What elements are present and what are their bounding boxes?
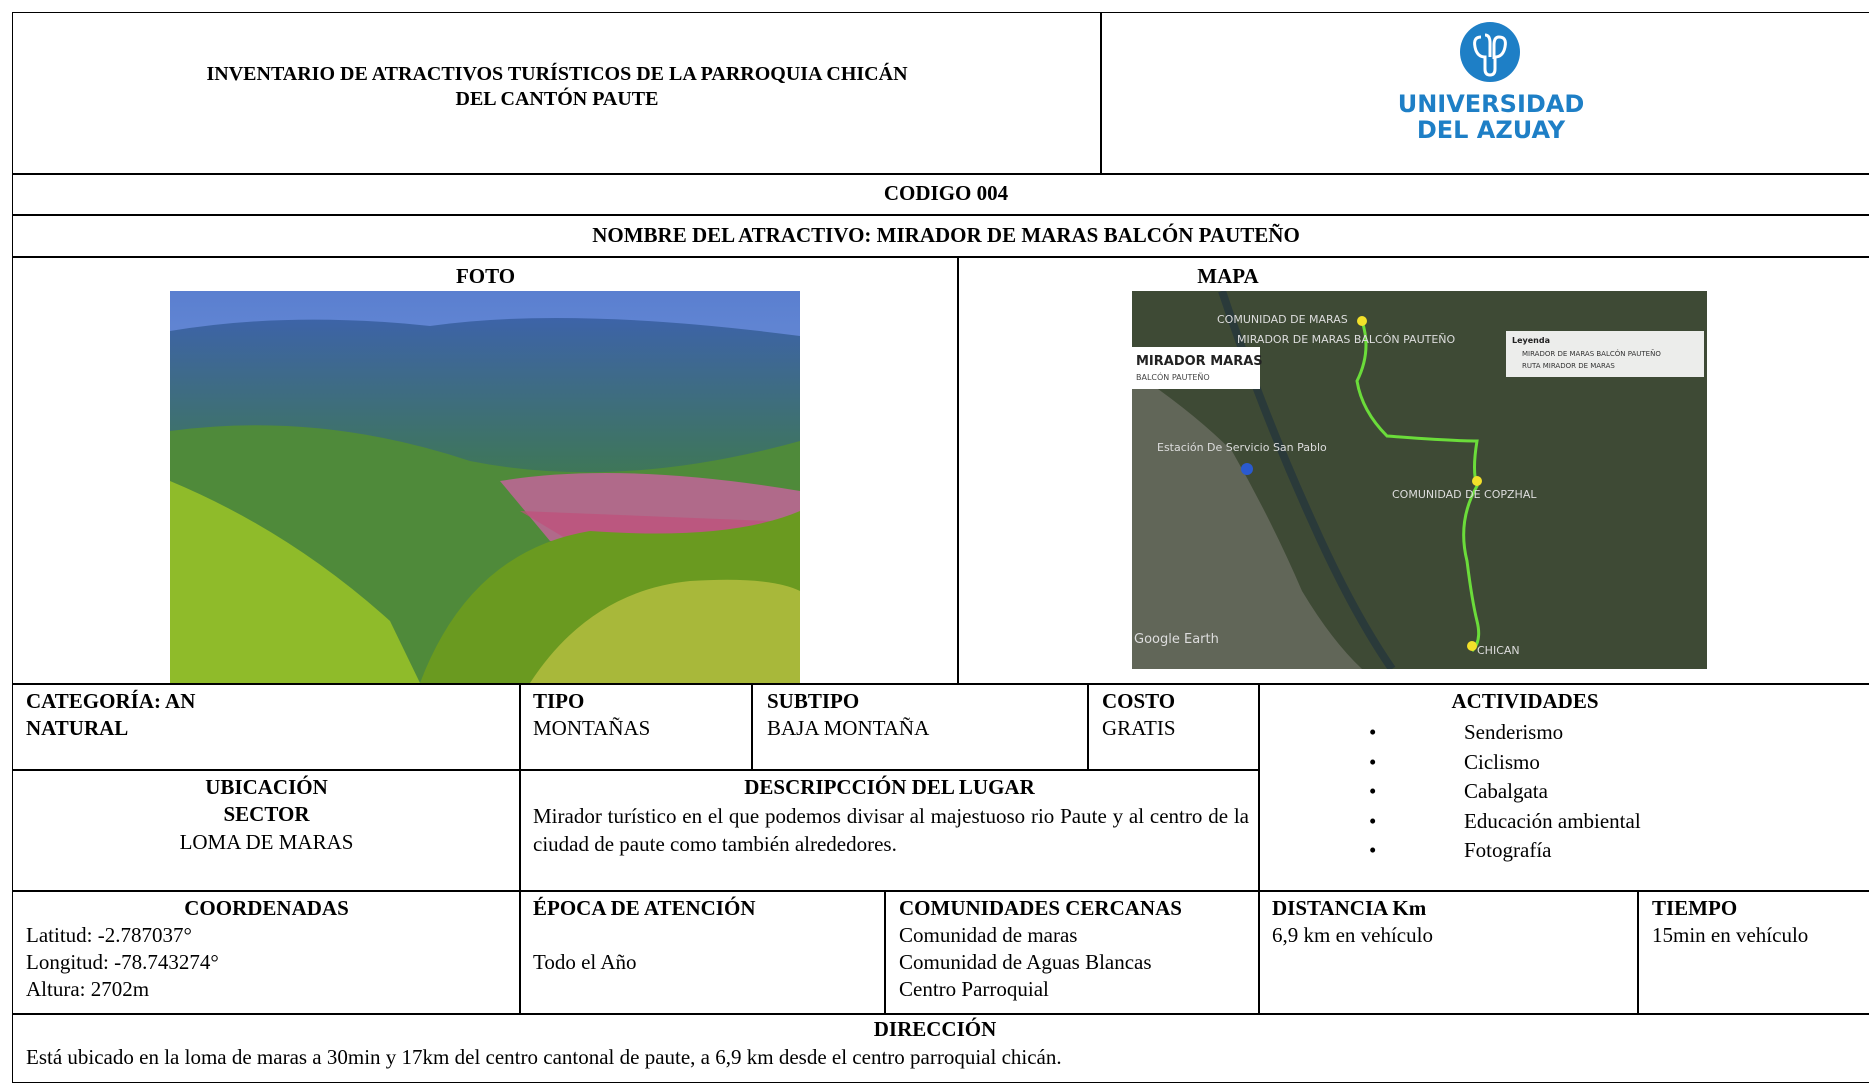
map-label: Google Earth — [1134, 632, 1219, 647]
bullet: • — [1369, 779, 1377, 803]
label: UBICACIÓN — [205, 775, 328, 799]
label: COSTO — [1102, 689, 1176, 713]
logo-cell: UNIVERSIDAD DEL AZUAY — [1100, 12, 1869, 175]
mapa-heading: MAPA — [1197, 264, 1259, 288]
map-box-title: MIRADOR MARAS — [1136, 354, 1263, 369]
map-label: Estación De Servicio San Pablo — [1157, 441, 1327, 454]
actividades-cell: ACTIVIDADES • Senderismo • Ciclismo • Cabalga… — [1258, 683, 1869, 892]
label: TIPO — [533, 689, 585, 713]
legend-title: Leyenda — [1512, 336, 1550, 345]
label: CATEGORÍA: AN — [26, 689, 196, 713]
label: DISTANCIA Km — [1272, 896, 1427, 920]
ubicacion-cell: UBICACIÓN SECTOR LOMA DE MARAS — [12, 769, 521, 892]
descripcion-cell: DESCRIPCCIÓN DEL LUGAR Mirador turístico… — [519, 769, 1260, 892]
direccion-cell: DIRECCIÓN Está ubicado en la loma de mar… — [12, 1013, 1869, 1083]
activity: Cabalgata — [1464, 779, 1548, 803]
bullet: • — [1369, 808, 1377, 833]
photo — [170, 291, 800, 683]
tipo-cell: TIPO MONTAÑAS — [519, 683, 753, 771]
description: Mirador turístico en el que podemos divi… — [533, 804, 1249, 856]
coordenadas-cell: COORDENADAS Latitud: -2.787037° Longitud… — [12, 890, 521, 1015]
costo-cell: COSTO GRATIS — [1087, 683, 1260, 771]
coordinate: Latitud: -2.787037° — [26, 923, 192, 947]
activity: Educación ambiental — [1464, 808, 1641, 833]
codigo: CODIGO 004 — [883, 181, 1009, 205]
legend-item: MIRADOR DE MARAS BALCÓN PAUTEÑO — [1522, 349, 1661, 358]
value: 6,9 km en vehículo — [1272, 923, 1433, 947]
bullet: • — [1369, 838, 1377, 862]
tiempo-cell: TIEMPO 15min en vehículo — [1637, 890, 1869, 1015]
logo-text: UNIVERSIDAD DEL AZUAY — [1331, 91, 1651, 144]
label: SECTOR — [223, 802, 310, 826]
label: DIRECCIÓN — [873, 1017, 997, 1041]
nombre-row: NOMBRE DEL ATRACTIVO: MIRADOR DE MARAS B… — [12, 214, 1869, 258]
title: INVENTARIO DE ATRACTIVOS TURÍSTICOS DE L… — [206, 63, 908, 85]
coordinate: Altura: 2702m — [26, 977, 150, 1001]
map-label: CHICAN — [1477, 644, 1520, 657]
nombre: NOMBRE DEL ATRACTIVO: MIRADOR DE MARAS B… — [592, 223, 1300, 247]
label: COMUNIDADES CERCANAS — [899, 896, 1182, 920]
map: COMUNIDAD DE MARAS MIRADOR DE MARAS BALC… — [1132, 291, 1707, 669]
logo-icon — [1460, 22, 1520, 82]
value: NATURAL — [26, 716, 129, 740]
label: DESCRIPCCIÓN DEL LUGAR — [744, 775, 1035, 799]
categoria-cell: CATEGORÍA: AN NATURAL — [12, 683, 521, 771]
foto-cell: FOTO — [12, 256, 959, 685]
value: MONTAÑAS — [533, 716, 651, 740]
value: Está ubicado en la loma de maras a 30min… — [26, 1045, 1062, 1069]
map-label: COMUNIDAD DE MARAS — [1217, 313, 1348, 326]
legend-item: RUTA MIRADOR DE MARAS — [1522, 362, 1615, 370]
value: Todo el Año — [533, 950, 637, 974]
activity: Senderismo — [1464, 720, 1564, 744]
label: ACTIVIDADES — [1451, 689, 1599, 713]
map-label: COMUNIDAD DE COPZHAL — [1392, 488, 1537, 501]
value: LOMA DE MARAS — [179, 830, 354, 854]
activity: Ciclismo — [1464, 749, 1540, 774]
community: Centro Parroquial — [899, 977, 1049, 1001]
community: Comunidad de maras — [899, 923, 1078, 947]
value: 15min en vehículo — [1652, 923, 1809, 947]
epoca-cell: ÉPOCA DE ATENCIÓN Todo el Año — [519, 890, 886, 1015]
label: COORDENADAS — [184, 896, 349, 920]
bullet: • — [1369, 749, 1377, 774]
activity: Fotografía — [1464, 838, 1552, 862]
distancia-cell: DISTANCIA Km 6,9 km en vehículo — [1258, 890, 1639, 1015]
label: TIEMPO — [1652, 896, 1738, 920]
label: ÉPOCA DE ATENCIÓN — [533, 896, 756, 920]
header-cell: INVENTARIO DE ATRACTIVOS TURÍSTICOS DE L… — [12, 12, 1102, 175]
comunidades-cell: COMUNIDADES CERCANAS Comunidad de maras … — [884, 890, 1260, 1015]
label: SUBTIPO — [767, 689, 860, 713]
subtipo-cell: SUBTIPO BAJA MONTAÑA — [751, 683, 1089, 771]
map-label: MIRADOR DE MARAS BALCÓN PAUTEÑO — [1237, 333, 1456, 346]
map-box-subtitle: BALCÓN PAUTEÑO — [1136, 371, 1210, 382]
title: DEL CANTÓN PAUTE — [455, 88, 659, 110]
coordinate: Longitud: -78.743274° — [26, 950, 219, 974]
logo-line: UNIVERSIDAD — [1397, 90, 1585, 118]
mapa-cell: MAPA COMUNIDAD DE MARAS MIRADOR DE MARAS… — [957, 256, 1869, 685]
foto-heading: FOTO — [455, 264, 516, 288]
community: Comunidad de Aguas Blancas — [899, 950, 1152, 974]
value: BAJA MONTAÑA — [767, 716, 930, 740]
bullet: • — [1369, 720, 1377, 744]
value: GRATIS — [1102, 716, 1176, 740]
logo-line: DEL AZUAY — [1416, 116, 1566, 145]
codigo-row: CODIGO 004 — [12, 173, 1869, 216]
